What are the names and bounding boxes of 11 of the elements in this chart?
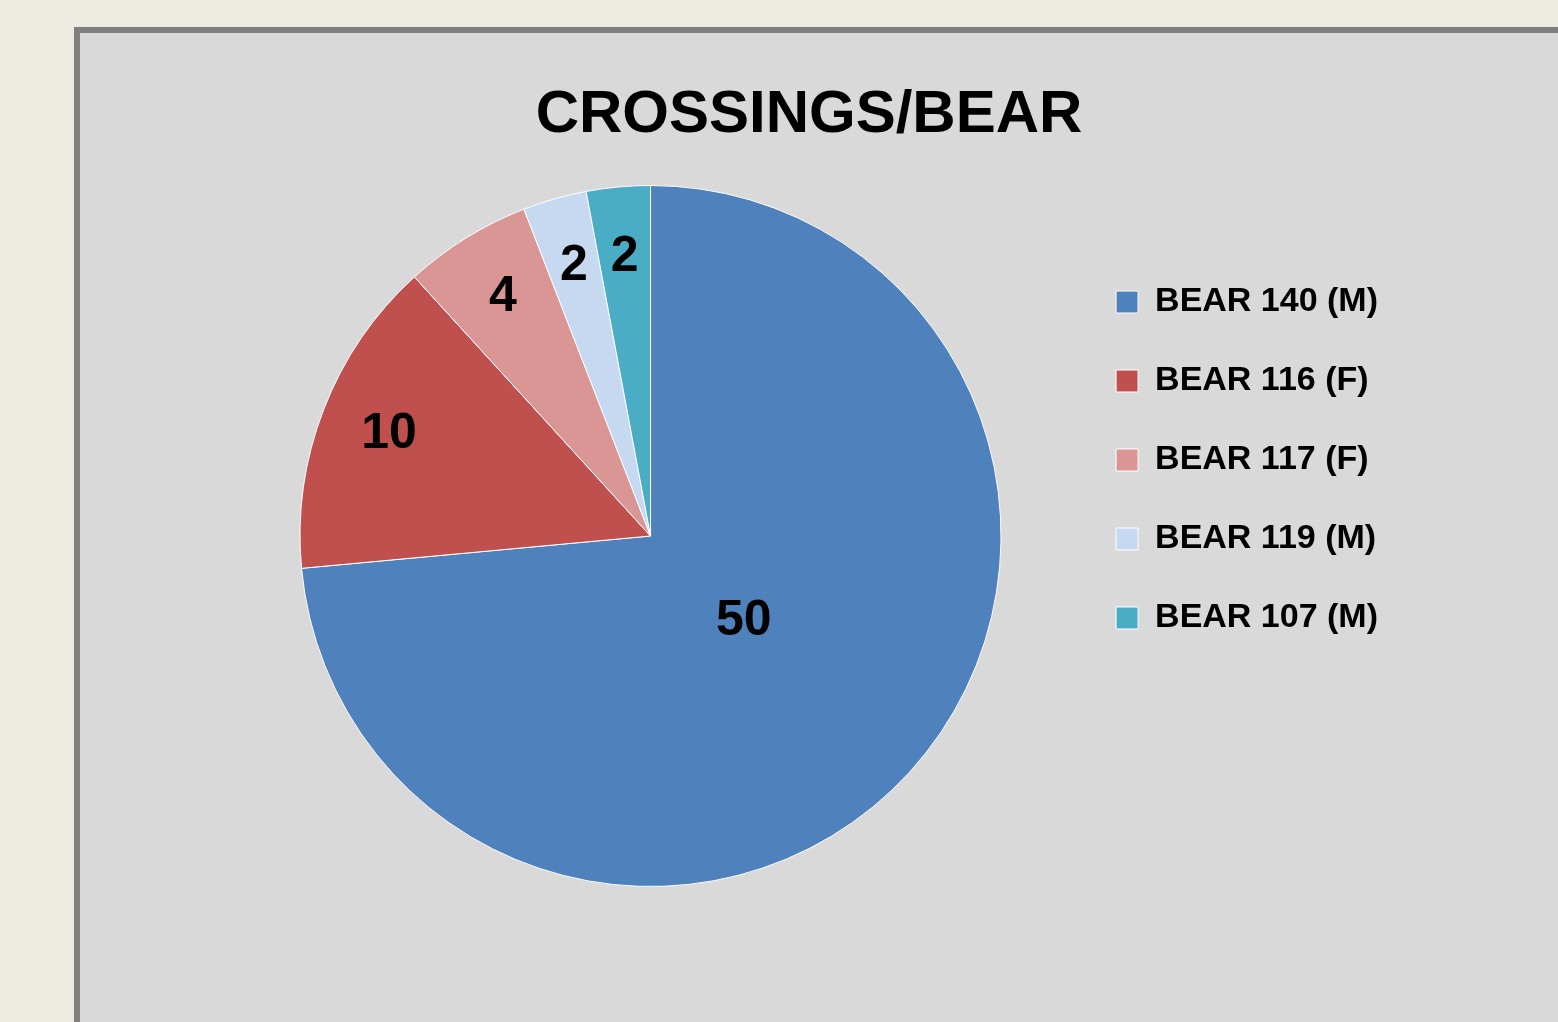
legend-label: BEAR 140 (M)	[1155, 280, 1379, 319]
chart-title: CROSSINGS/BEAR	[535, 77, 1083, 145]
data-label: 2	[610, 225, 639, 282]
legend-label: BEAR 117 (F)	[1155, 438, 1369, 477]
legend-label: BEAR 119 (M)	[1155, 517, 1377, 556]
data-label: 2	[559, 235, 588, 292]
legend-label: BEAR 116 (F)	[1155, 359, 1369, 398]
data-label: 50	[715, 589, 772, 646]
data-label: 4	[489, 266, 518, 323]
data-label: 10	[361, 403, 417, 460]
legend-label: BEAR 107 (M)	[1155, 596, 1379, 635]
